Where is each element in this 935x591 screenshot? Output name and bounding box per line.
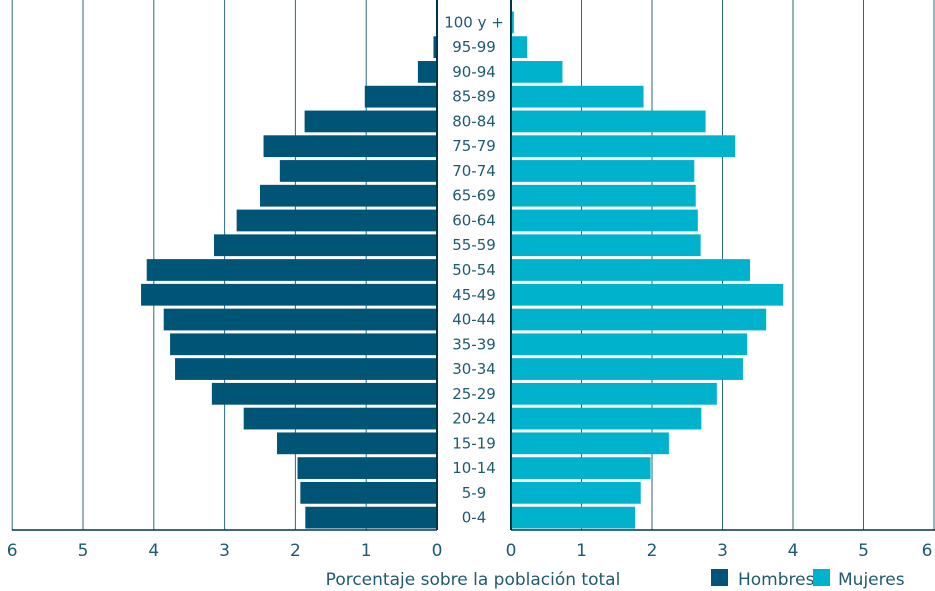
bar-hombres	[163, 308, 437, 331]
bar-hombres	[211, 382, 437, 405]
legend: Hombres Mujeres	[711, 569, 905, 590]
legend-label-mujeres: Mujeres	[838, 570, 905, 590]
bar-mujeres	[511, 358, 743, 380]
age-group-labels: 100 y + 95-99 90-94 85-89 80-84 75-79 70-74 65-…	[444, 13, 504, 526]
x-tick-label-right: 1	[576, 541, 587, 561]
age-group-label: 5-9	[462, 484, 487, 502]
bar-mujeres	[511, 283, 784, 306]
bar-mujeres	[511, 382, 717, 405]
age-group-label: 80-84	[452, 112, 496, 130]
bar-mujeres	[511, 184, 696, 207]
x-tick-label-right: 5	[858, 541, 869, 561]
bar-hombres	[213, 234, 437, 257]
age-group-label: 15-19	[452, 434, 496, 452]
age-group-label: 60-64	[452, 211, 496, 229]
bar-mujeres	[511, 432, 669, 455]
x-tick-label-right: 0	[506, 541, 517, 561]
bar-mujeres	[511, 36, 528, 59]
bar-hombres	[236, 209, 437, 232]
age-group-label: 75-79	[452, 137, 496, 155]
age-group-label: 55-59	[452, 236, 496, 254]
bar-hombres	[364, 85, 437, 108]
bar-hombres	[260, 184, 437, 207]
x-tick-label-right: 4	[788, 541, 799, 561]
x-tick-label-left: 3	[219, 541, 230, 561]
bar-mujeres	[511, 234, 701, 257]
bar-hombres	[263, 135, 437, 158]
legend-label-hombres: Hombres	[738, 570, 815, 590]
bar-mujeres	[511, 135, 736, 158]
age-group-label: 85-89	[452, 88, 496, 106]
x-tick-label-left: 1	[361, 541, 372, 561]
bar-hombres	[279, 160, 437, 182]
x-tick-label-right: 6	[922, 541, 933, 561]
bar-hombres	[170, 333, 438, 356]
bar-mujeres	[511, 308, 767, 331]
x-tick-label-left: 5	[78, 541, 89, 561]
age-group-label: 50-54	[452, 261, 496, 279]
bar-hombres	[175, 358, 438, 380]
bar-mujeres	[511, 259, 750, 281]
bar-mujeres	[511, 61, 563, 83]
axes	[12, 0, 935, 531]
age-group-label: 90-94	[452, 63, 496, 81]
bar-hombres	[141, 283, 437, 306]
bar-hombres	[243, 407, 437, 430]
bar-mujeres	[511, 457, 651, 479]
age-group-label: 20-24	[452, 410, 496, 428]
bar-mujeres	[511, 481, 641, 504]
bar-mujeres	[511, 333, 748, 356]
bar-hombres	[433, 36, 437, 59]
x-axis-label: Porcentaje sobre la población total	[326, 570, 621, 590]
bar-hombres	[146, 259, 437, 281]
age-group-label: 10-14	[452, 459, 496, 477]
age-group-label: 40-44	[452, 311, 496, 329]
bar-mujeres	[511, 209, 698, 232]
age-group-label: 100 y +	[444, 13, 504, 31]
age-group-label: 65-69	[452, 187, 496, 205]
x-tick-label-left: 6	[7, 541, 18, 561]
age-group-label: 0-4	[462, 509, 487, 527]
legend-swatch-mujeres	[813, 569, 830, 586]
legend-swatch-hombres	[711, 569, 728, 586]
bar-hombres	[304, 110, 437, 133]
age-group-label: 30-34	[452, 360, 496, 378]
x-tick-labels: 6 5 4 3 2 1 0 0 1 2 3 4 5 6	[7, 541, 933, 561]
bars	[141, 11, 784, 529]
bar-hombres	[305, 506, 437, 529]
age-group-label: 25-29	[452, 385, 496, 403]
bar-hombres	[276, 432, 437, 455]
bar-mujeres	[511, 506, 636, 529]
bar-hombres	[297, 457, 437, 479]
bar-mujeres	[511, 407, 702, 430]
bar-mujeres	[511, 160, 695, 182]
age-group-label: 45-49	[452, 286, 496, 304]
x-tick-label-right: 2	[647, 541, 658, 561]
age-group-label: 70-74	[452, 162, 496, 180]
bar-hombres	[300, 481, 437, 504]
x-tick-label-left: 2	[290, 541, 301, 561]
x-tick-label-left: 4	[148, 541, 159, 561]
bar-mujeres	[511, 11, 514, 34]
x-tick-label-left: 0	[432, 541, 443, 561]
bar-hombres	[417, 61, 437, 83]
age-group-label: 95-99	[452, 38, 496, 56]
x-tick-label-right: 3	[717, 541, 728, 561]
bar-mujeres	[511, 110, 706, 133]
age-group-label: 35-39	[452, 335, 496, 353]
bar-mujeres	[511, 85, 644, 108]
